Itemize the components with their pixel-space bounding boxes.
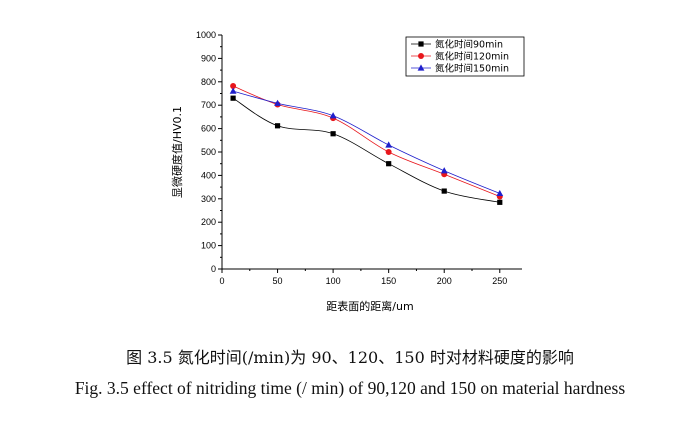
y-tick-label: 100 [201, 241, 216, 251]
y-tick-label: 200 [201, 217, 216, 227]
x-tick-label: 200 [437, 276, 452, 286]
y-tick-label: 300 [201, 194, 216, 204]
data-point [440, 167, 448, 174]
hardness-chart: 0 100 200 300 400 500 600 700 800 900 1000 0 50 100 15… [170, 30, 525, 313]
x-axis-label: 距表面的距离/um [326, 299, 413, 313]
legend-marker [417, 64, 425, 71]
data-point [385, 141, 393, 148]
series-line [232, 85, 500, 197]
x-tick-label: 100 [326, 276, 341, 286]
legend-entry: 氮化时间90min [411, 39, 503, 51]
y-tick-label: 1000 [196, 30, 216, 40]
data-point [329, 112, 337, 119]
data-point [230, 83, 237, 90]
y-tick-label: 500 [201, 147, 216, 157]
legend-label: 氮化时间150min [435, 63, 509, 75]
y-tick-label: 400 [201, 170, 216, 180]
x-tick-label: 150 [381, 276, 396, 286]
data-point [274, 99, 281, 106]
legend-marker [418, 53, 424, 59]
x-tick-label: 50 [273, 276, 283, 286]
legend-label: 氮化时间120min [435, 51, 509, 63]
legend-entry: 氮化时间120min [411, 51, 509, 63]
data-point [274, 123, 281, 129]
y-tick-label: 0 [211, 264, 216, 274]
figure-caption-chinese: 图 3.5 氮化时间(/min)为 90、120、150 时对材料硬度的影响 [126, 348, 574, 367]
data-point [230, 95, 236, 101]
legend-box [405, 36, 525, 77]
x-tick-label: 250 [492, 276, 507, 286]
figure-caption-english: Fig. 3.5 effect of nitriding time (/ min… [74, 378, 626, 398]
legend-marker [418, 41, 424, 47]
data-point [229, 87, 237, 94]
series-3 [229, 87, 504, 197]
series-1 [230, 95, 503, 205]
series-line [232, 97, 500, 203]
y-tick-label: 700 [201, 100, 216, 110]
series-2 [230, 83, 503, 200]
data-point [497, 199, 503, 205]
x-tick-label: 0 [219, 276, 224, 286]
axes: 0 100 200 300 400 500 600 700 800 900 1000 0 50 100 15… [196, 30, 522, 286]
legend-label: 氮化时间90min [435, 39, 503, 51]
data-point [330, 131, 336, 137]
data-point [496, 189, 504, 197]
data-point [385, 149, 392, 155]
series-line [233, 90, 500, 194]
legend-entry: 氮化时间150min [411, 63, 509, 75]
data-point [441, 188, 447, 194]
data-point [386, 161, 392, 167]
y-tick-label: 900 [201, 53, 216, 63]
y-tick-label: 600 [201, 124, 216, 134]
y-axis-label: 显微硬度值/HV0.1 [170, 106, 184, 198]
y-tick-label: 800 [201, 77, 216, 87]
series-layer [229, 83, 504, 205]
